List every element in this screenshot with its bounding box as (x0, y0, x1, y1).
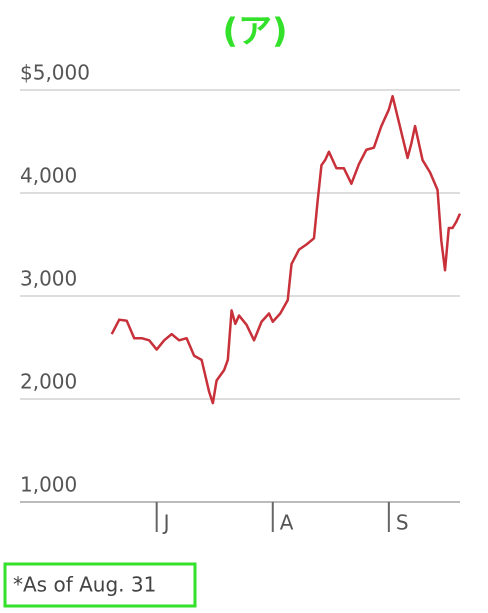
y-tick-label: $5,000 (20, 61, 90, 85)
y-tick-label: 1,000 (20, 473, 77, 497)
chart-title: (ア) (222, 12, 287, 52)
x-tick-label: A (280, 511, 294, 535)
y-tick-label: 2,000 (20, 370, 77, 394)
annotation-box (3, 562, 197, 608)
line (110, 94, 462, 405)
y-tick-label: 4,000 (20, 164, 77, 188)
annotation: *As of Aug. 31 (13, 573, 156, 597)
x-tick-label: J (162, 511, 170, 535)
y-tick-label: 3,000 (20, 267, 77, 291)
x-tick-label: S (396, 511, 409, 535)
